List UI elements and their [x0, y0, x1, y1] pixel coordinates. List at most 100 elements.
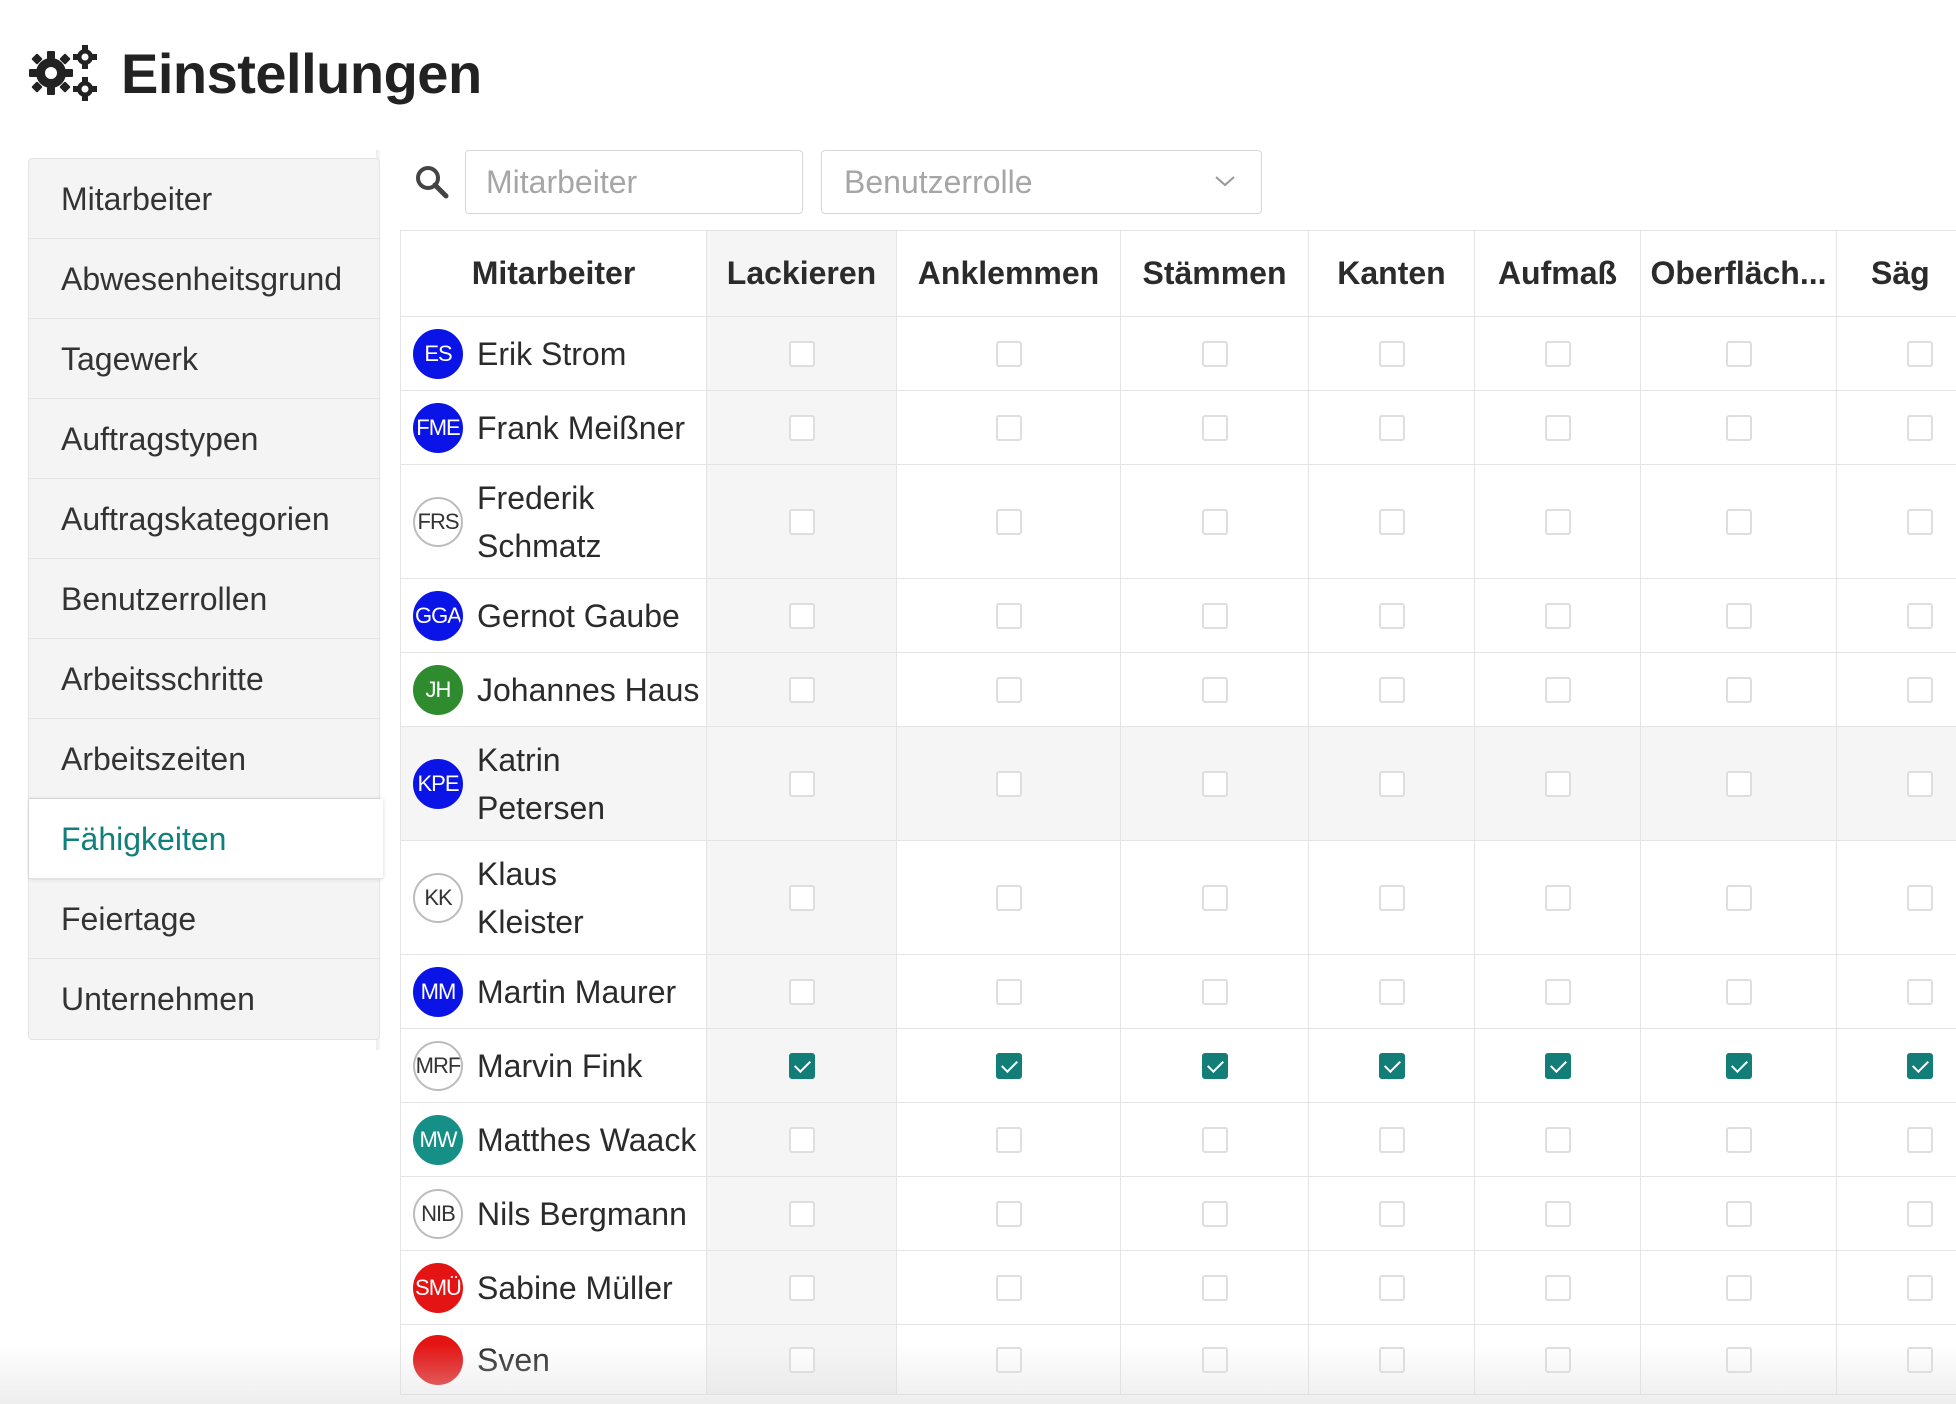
skill-checkbox[interactable] [995, 1274, 1022, 1301]
skill-checkbox[interactable] [995, 676, 1022, 703]
skill-checkbox-checked[interactable] [995, 1052, 1022, 1079]
skill-checkbox[interactable] [995, 602, 1022, 629]
skill-checkbox[interactable] [788, 602, 815, 629]
skill-checkbox-checked[interactable] [1544, 1052, 1571, 1079]
skill-checkbox[interactable] [1725, 508, 1752, 535]
skill-checkbox[interactable] [1378, 340, 1405, 367]
skill-checkbox[interactable] [1907, 602, 1933, 629]
column-header-skill-7[interactable]: Säg [1836, 230, 1956, 317]
skill-checkbox[interactable] [1378, 1274, 1405, 1301]
skill-checkbox[interactable] [1544, 414, 1571, 441]
skill-checkbox[interactable] [1907, 340, 1933, 367]
skill-checkbox[interactable] [1544, 676, 1571, 703]
skill-checkbox[interactable] [1378, 676, 1405, 703]
column-header-skill-4[interactable]: Kanten [1308, 230, 1475, 317]
skill-checkbox[interactable] [1907, 770, 1933, 797]
skill-checkbox[interactable] [1907, 676, 1933, 703]
skill-checkbox[interactable] [1725, 978, 1752, 1005]
skill-checkbox-checked[interactable] [1378, 1052, 1405, 1079]
skill-checkbox[interactable] [1201, 414, 1228, 441]
skill-checkbox[interactable] [995, 1126, 1022, 1153]
skill-checkbox[interactable] [1378, 978, 1405, 1005]
sidebar-item-7[interactable]: Arbeitszeiten [29, 719, 379, 799]
column-header-employee[interactable]: Mitarbeiter [400, 230, 707, 317]
skill-checkbox[interactable] [1544, 884, 1571, 911]
skill-checkbox[interactable] [1907, 1346, 1933, 1373]
skill-checkbox[interactable] [1544, 340, 1571, 367]
skill-checkbox[interactable] [1907, 1200, 1933, 1227]
skill-checkbox[interactable] [1544, 1200, 1571, 1227]
skill-checkbox[interactable] [1201, 1346, 1228, 1373]
skill-checkbox[interactable] [788, 414, 815, 441]
skill-checkbox[interactable] [1907, 884, 1933, 911]
skill-checkbox[interactable] [788, 1126, 815, 1153]
skill-checkbox[interactable] [995, 978, 1022, 1005]
skill-checkbox[interactable] [1544, 1274, 1571, 1301]
skill-checkbox[interactable] [1378, 1346, 1405, 1373]
skill-checkbox[interactable] [995, 414, 1022, 441]
skill-checkbox[interactable] [1378, 770, 1405, 797]
skill-checkbox[interactable] [1544, 1126, 1571, 1153]
sidebar-item-2[interactable]: Tagewerk [29, 319, 379, 399]
skill-checkbox[interactable] [1544, 1346, 1571, 1373]
skill-checkbox[interactable] [788, 676, 815, 703]
skill-checkbox[interactable] [1725, 602, 1752, 629]
sidebar-item-4[interactable]: Auftragskategorien [29, 479, 379, 559]
skill-checkbox[interactable] [1544, 770, 1571, 797]
skill-checkbox[interactable] [1544, 602, 1571, 629]
skill-checkbox[interactable] [1378, 884, 1405, 911]
skill-checkbox[interactable] [1725, 884, 1752, 911]
skill-checkbox[interactable] [1201, 1274, 1228, 1301]
skill-checkbox[interactable] [1725, 770, 1752, 797]
skill-checkbox-checked[interactable] [788, 1052, 815, 1079]
skill-checkbox[interactable] [1201, 978, 1228, 1005]
skill-checkbox[interactable] [995, 770, 1022, 797]
skill-checkbox[interactable] [1725, 1126, 1752, 1153]
column-header-skill-2[interactable]: Anklemmen [896, 230, 1121, 317]
skill-checkbox[interactable] [1725, 676, 1752, 703]
column-header-skill-1[interactable]: Lackieren [706, 230, 897, 317]
skill-checkbox[interactable] [1725, 340, 1752, 367]
skill-checkbox[interactable] [1201, 676, 1228, 703]
sidebar-item-0[interactable]: Mitarbeiter [29, 159, 379, 239]
column-header-skill-6[interactable]: Oberfläch... [1640, 230, 1837, 317]
skill-checkbox[interactable] [1201, 508, 1228, 535]
skill-checkbox[interactable] [1725, 1200, 1752, 1227]
skill-checkbox[interactable] [995, 1200, 1022, 1227]
skill-checkbox[interactable] [1201, 884, 1228, 911]
skill-checkbox[interactable] [1544, 508, 1571, 535]
skill-checkbox[interactable] [995, 884, 1022, 911]
skill-checkbox[interactable] [1201, 1200, 1228, 1227]
skill-checkbox[interactable] [788, 340, 815, 367]
skill-checkbox[interactable] [788, 1200, 815, 1227]
skill-checkbox[interactable] [995, 508, 1022, 535]
sidebar-item-1[interactable]: Abwesenheitsgrund [29, 239, 379, 319]
skill-checkbox[interactable] [788, 1346, 815, 1373]
skill-checkbox[interactable] [1378, 1126, 1405, 1153]
sidebar-item-6[interactable]: Arbeitsschritte [29, 639, 379, 719]
skill-checkbox[interactable] [1201, 770, 1228, 797]
skill-checkbox[interactable] [788, 1274, 815, 1301]
skill-checkbox[interactable] [788, 770, 815, 797]
skill-checkbox[interactable] [788, 884, 815, 911]
skill-checkbox[interactable] [1378, 1200, 1405, 1227]
column-header-skill-5[interactable]: Aufmaß [1474, 230, 1641, 317]
sidebar-item-8[interactable]: Fähigkeiten [29, 799, 383, 879]
column-header-skill-3[interactable]: Stämmen [1120, 230, 1309, 317]
user-role-select[interactable]: Benutzerrolle [821, 150, 1262, 214]
skill-checkbox[interactable] [1201, 1126, 1228, 1153]
search-icon[interactable] [415, 165, 449, 199]
skill-checkbox-checked[interactable] [1725, 1052, 1752, 1079]
skill-checkbox[interactable] [1201, 602, 1228, 629]
skill-checkbox[interactable] [1907, 1126, 1933, 1153]
skill-checkbox-checked[interactable] [1907, 1052, 1933, 1079]
skills-table-container[interactable]: Mitarbeiter Lackieren Anklemmen Stämmen Kant… [400, 230, 1956, 1404]
sidebar-item-10[interactable]: Unternehmen [61, 981, 255, 1017]
skill-checkbox[interactable] [1907, 978, 1933, 1005]
skill-checkbox[interactable] [1725, 1346, 1752, 1373]
skill-checkbox[interactable] [1378, 602, 1405, 629]
skill-checkbox[interactable] [1378, 414, 1405, 441]
skill-checkbox[interactable] [1201, 340, 1228, 367]
skill-checkbox-checked[interactable] [1201, 1052, 1228, 1079]
skill-checkbox[interactable] [788, 508, 815, 535]
